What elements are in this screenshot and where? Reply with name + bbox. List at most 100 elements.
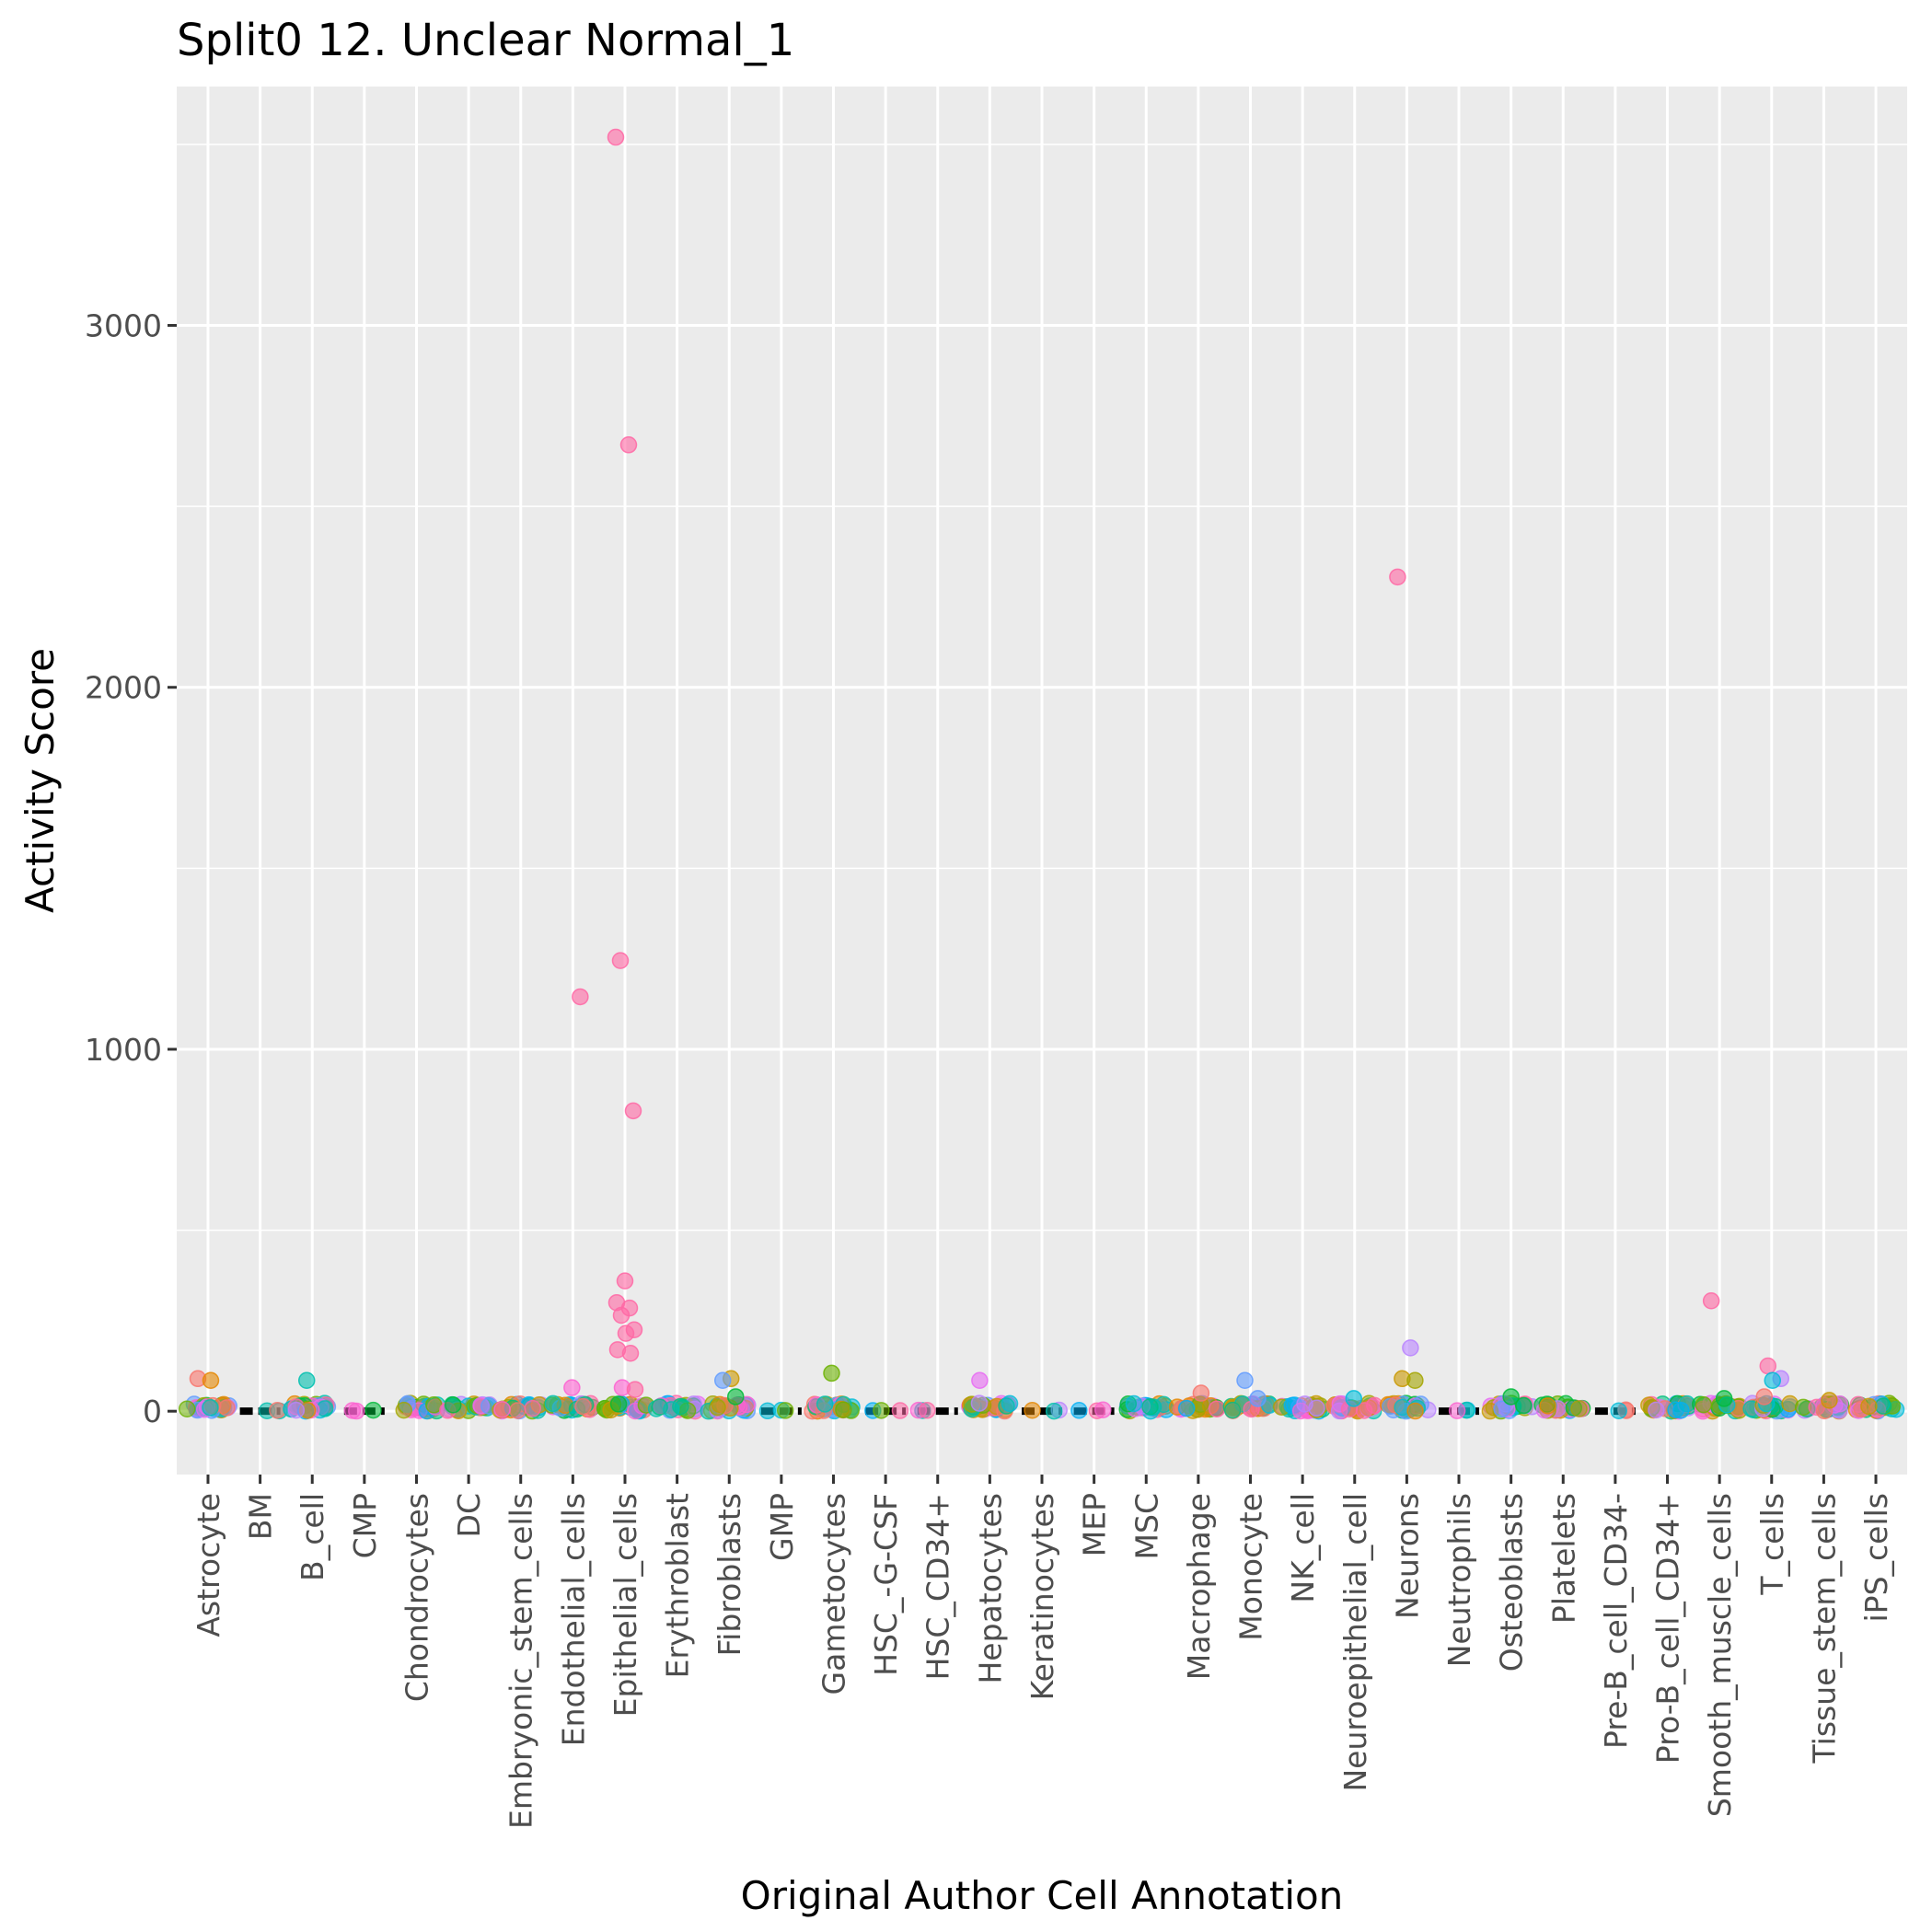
data-point: [348, 1402, 365, 1420]
x-tick-label: Tissue_stem_cells: [1806, 1493, 1842, 1764]
x-tick-label: Osteoblasts: [1494, 1493, 1530, 1672]
data-point: [524, 1399, 542, 1417]
outlier-point: [624, 1102, 642, 1120]
outlier-point: [971, 1371, 989, 1390]
data-point: [1308, 1399, 1325, 1417]
outlier-point: [297, 1371, 316, 1390]
x-tick-label: Neutrophils: [1441, 1493, 1477, 1667]
x-tick-label: DC: [451, 1493, 487, 1537]
x-tick-label: Erythroblast: [660, 1493, 696, 1678]
data-point: [1094, 1401, 1112, 1418]
outlier-point: [1821, 1392, 1838, 1409]
outlier-point: [563, 1379, 581, 1396]
x-tick-label: Pre-B_cell_CD34-: [1598, 1493, 1634, 1749]
x-tick-label: Hepatocytes: [972, 1493, 1008, 1684]
y-axis: 0 1000 2000 3000: [85, 308, 177, 1429]
outlier-point: [1406, 1371, 1424, 1390]
outlier-point: [619, 436, 638, 454]
data-point: [1874, 1397, 1892, 1415]
data-point: [218, 1399, 236, 1417]
x-tick-label: Monocyte: [1233, 1493, 1269, 1641]
data-point: [835, 1401, 852, 1418]
data-point: [609, 1395, 628, 1413]
outlier-point: [626, 1381, 644, 1398]
x-tick-label: HSC_-G-CSF: [868, 1493, 904, 1676]
outlier-point: [1402, 1339, 1419, 1357]
x-tick-label: Pro-B_cell_CD34+: [1650, 1493, 1686, 1764]
outlier-point: [713, 1371, 732, 1390]
x-tick-label: Embryonic_stem_cells: [503, 1493, 539, 1829]
x-tick-label: HSC_CD34+: [920, 1493, 956, 1680]
data-point: [1570, 1400, 1588, 1417]
x-tick-label: iPS_cells: [1858, 1493, 1894, 1623]
data-point: [1070, 1402, 1088, 1419]
data-point: [1493, 1400, 1510, 1417]
outlier-point: [1345, 1390, 1363, 1407]
outlier-point: [572, 988, 589, 1006]
data-point: [574, 1397, 592, 1416]
data-point: [1045, 1402, 1063, 1420]
y-tick-label: 2000: [85, 670, 162, 706]
data-point: [1539, 1397, 1556, 1415]
major-gridlines: [177, 87, 1907, 1475]
outlier-point: [612, 1306, 631, 1325]
data-point: [1001, 1394, 1019, 1413]
outlier-point: [617, 1325, 635, 1342]
data-point: [1208, 1400, 1226, 1417]
data-point: [1406, 1402, 1424, 1420]
data-point: [395, 1401, 413, 1419]
y-tick-label: 1000: [85, 1032, 162, 1068]
data-point: [493, 1400, 511, 1418]
x-tick-label: B_cell: [295, 1493, 330, 1581]
outlier-point: [1755, 1388, 1774, 1406]
outlier-point: [1702, 1292, 1720, 1310]
outlier-point: [1249, 1390, 1267, 1407]
x-tick-label: Chondrocytes: [399, 1493, 434, 1702]
y-tick-label: 0: [143, 1394, 162, 1429]
outlier-point: [1502, 1388, 1520, 1406]
outlier-point: [616, 1272, 634, 1290]
data-point: [1695, 1395, 1713, 1414]
data-point: [663, 1401, 680, 1418]
x-tick-label: Keratinocytes: [1024, 1493, 1060, 1700]
data-point: [202, 1399, 219, 1417]
data-point: [758, 1402, 777, 1420]
x-tick-label: Astrocyte: [191, 1493, 226, 1637]
data-point: [1610, 1402, 1627, 1420]
x-tick-label: Fibroblasts: [711, 1493, 747, 1656]
outlier-point: [607, 128, 625, 146]
data-point: [970, 1394, 989, 1412]
data-point: [873, 1402, 890, 1419]
x-tick-label: NK_cell: [1285, 1493, 1321, 1603]
data-point: [287, 1401, 306, 1419]
x-tick-label: CMP: [347, 1493, 383, 1558]
x-tick-label: Neurons: [1389, 1493, 1425, 1619]
data-point: [1024, 1401, 1041, 1419]
outlier-point: [202, 1371, 220, 1390]
data-point: [445, 1396, 462, 1414]
data-point: [1448, 1402, 1466, 1419]
y-tick-label: 3000: [85, 308, 162, 344]
data-point: [364, 1401, 382, 1419]
data-point: [178, 1400, 196, 1417]
y-axis-title: Activity Score: [17, 648, 63, 913]
data-point: [1177, 1399, 1196, 1417]
data-point: [777, 1402, 794, 1419]
x-axis: Astrocyte BM B_cell CMP Chondrocytes DC Embryo…: [191, 1475, 1894, 1829]
x-tick-label: MSC: [1128, 1493, 1164, 1559]
x-tick-label: MEP: [1077, 1493, 1113, 1556]
outlier-point: [823, 1364, 840, 1382]
x-tick-label: GMP: [764, 1493, 800, 1561]
x-axis-title: Original Author Cell Annotation: [741, 1873, 1344, 1918]
outlier-point: [611, 952, 630, 969]
outlier-point: [1192, 1384, 1210, 1402]
x-tick-label: Gametocytes: [816, 1493, 851, 1695]
x-tick-label: Platelets: [1545, 1493, 1581, 1624]
data-point: [1141, 1398, 1159, 1416]
x-tick-label: Smooth_muscle_cells: [1702, 1493, 1738, 1817]
x-tick-label: T_cells: [1754, 1493, 1790, 1596]
data-point: [509, 1402, 526, 1419]
data-point: [1125, 1394, 1143, 1413]
